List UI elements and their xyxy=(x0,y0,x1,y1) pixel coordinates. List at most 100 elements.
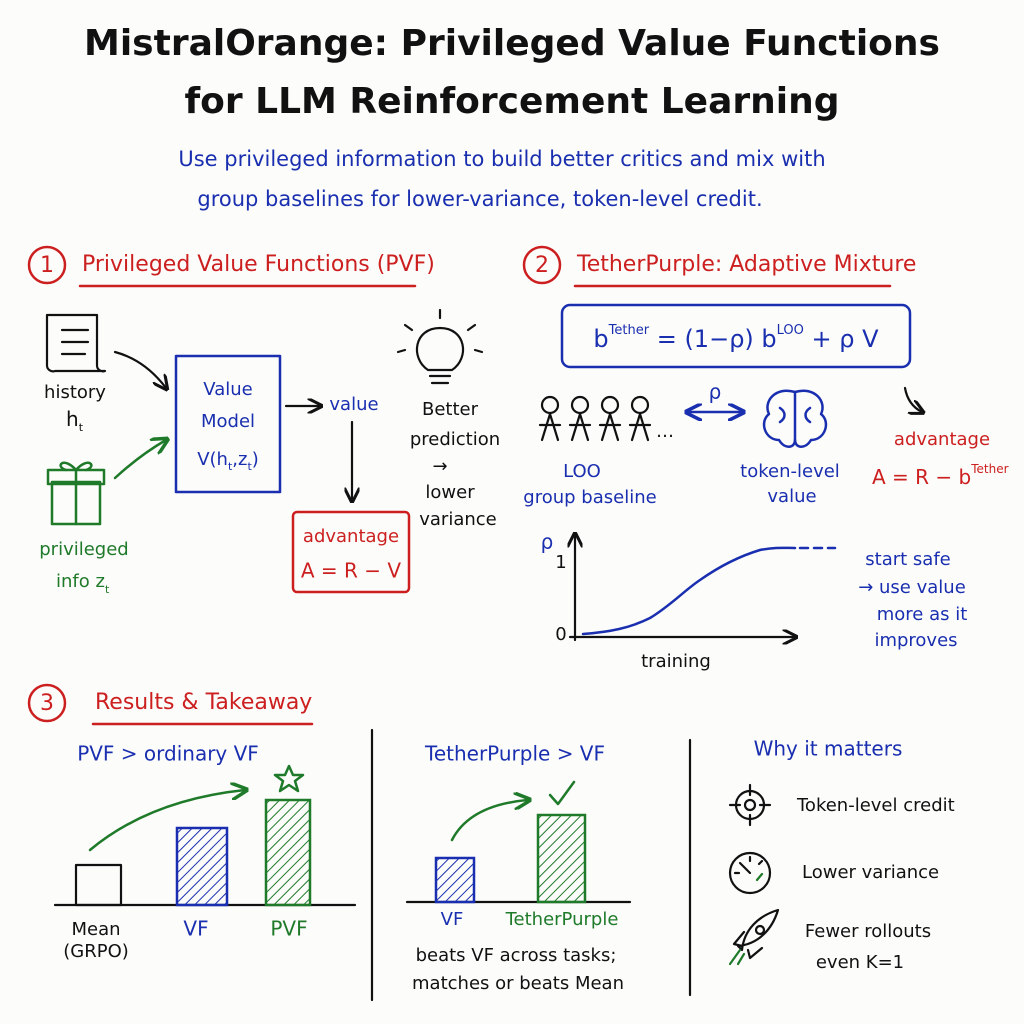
subtitle: group baselines for lower-variance, toke… xyxy=(197,187,762,211)
variable: h xyxy=(66,407,79,431)
section-badge xyxy=(27,683,67,723)
subscript: t xyxy=(247,460,252,473)
note: improves xyxy=(874,630,957,651)
section-badge xyxy=(522,245,562,285)
box-label: advantage xyxy=(303,526,399,547)
note: variance xyxy=(419,509,497,530)
panel-heading: TetherPurple > VF xyxy=(424,742,605,766)
superscript: Tether xyxy=(970,462,1008,476)
bar xyxy=(175,826,229,907)
arrow xyxy=(903,386,922,412)
formula: bTether = (1−ρ) bLOO + ρ V xyxy=(593,323,879,354)
mix-curve xyxy=(581,546,797,636)
box-label: Model xyxy=(201,411,255,432)
mix-symbol: ρ xyxy=(709,380,722,404)
bar-label: PVF xyxy=(270,917,307,941)
value-model-box xyxy=(174,354,282,494)
text: info z xyxy=(56,571,105,592)
subscript: t xyxy=(228,460,233,473)
bulb-icon xyxy=(396,308,484,385)
bar-label: VF xyxy=(183,917,208,941)
section-title: Privileged Value Functions (PVF) xyxy=(82,252,435,277)
brain-icon xyxy=(762,389,828,448)
ellipsis: … xyxy=(656,421,674,442)
advantage-box xyxy=(291,510,411,594)
text: = (1−ρ) b xyxy=(649,325,777,353)
section-number: 3 xyxy=(40,691,54,716)
text: V(h xyxy=(197,449,228,470)
title: MistralOrange: Privileged Value Function… xyxy=(84,23,940,64)
subscript: t xyxy=(105,583,110,596)
section-badge xyxy=(27,245,67,285)
gift-icon xyxy=(46,461,106,526)
section-title: Results & Takeaway xyxy=(95,690,312,715)
bar-label: Mean xyxy=(71,919,120,940)
reason: even K=1 xyxy=(816,952,904,973)
superscript: Tether xyxy=(608,323,650,338)
text: b xyxy=(593,325,608,353)
label: value xyxy=(329,394,378,415)
bar xyxy=(536,813,587,904)
section-title: TetherPurple: Adaptive Mixture xyxy=(576,252,916,277)
text: + ρ V xyxy=(804,325,879,353)
note: lower xyxy=(425,482,475,503)
gauge-icon xyxy=(728,851,772,895)
formula: A = R − bTether xyxy=(872,462,1009,489)
scroll-icon xyxy=(45,313,107,373)
axis-label: training xyxy=(641,651,711,672)
label: token-level xyxy=(740,461,840,482)
panel-heading: PVF > ordinary VF xyxy=(77,742,259,766)
subscript: t xyxy=(79,421,84,434)
superscript: LOO xyxy=(777,323,804,338)
bar-label: VF xyxy=(441,909,464,930)
panel-heading: Why it matters xyxy=(754,737,903,761)
label: group baseline xyxy=(523,487,656,508)
bar xyxy=(434,856,476,904)
box-label: Value xyxy=(203,379,252,400)
axis-tick-label: 0 xyxy=(555,624,566,645)
note: more as it xyxy=(877,604,968,625)
star-icon xyxy=(273,764,305,793)
note: matches or beats Mean xyxy=(412,973,624,994)
box-formula: A = R − V xyxy=(301,559,402,583)
check-icon xyxy=(548,780,576,806)
section-number: 2 xyxy=(535,253,549,278)
note: start safe xyxy=(865,549,950,570)
axis-tick-label: 1 xyxy=(555,552,566,573)
formula-box xyxy=(560,303,912,369)
crosshair-icon xyxy=(728,783,772,827)
box-formula: V(ht,zt) xyxy=(197,449,259,473)
note: prediction xyxy=(410,429,500,450)
reason: Lower variance xyxy=(802,862,939,883)
bar xyxy=(74,863,123,907)
arrow xyxy=(88,790,245,852)
reason: Fewer rollouts xyxy=(805,921,931,942)
text: ) xyxy=(252,449,259,470)
text: A = R − b xyxy=(872,465,971,489)
bar-label: (GRPO) xyxy=(63,941,129,962)
axis-label: ρ xyxy=(541,530,554,554)
title: for LLM Reinforcement Learning xyxy=(185,81,840,122)
note: → xyxy=(432,456,447,477)
label: info zt xyxy=(56,571,110,596)
label: privileged xyxy=(39,539,128,560)
arrow xyxy=(450,800,528,842)
arrow xyxy=(113,350,166,388)
rocket-icon xyxy=(728,908,780,966)
bar-label: TetherPurple xyxy=(505,909,619,930)
note: → use value xyxy=(858,577,966,598)
group-icon xyxy=(538,395,652,442)
subtitle: Use privileged information to build bett… xyxy=(178,147,825,171)
label: value xyxy=(767,486,816,507)
label: advantage xyxy=(894,429,990,450)
arrow xyxy=(113,440,166,480)
label: ht xyxy=(66,407,84,435)
note: Better xyxy=(422,399,479,420)
label: history xyxy=(44,382,106,403)
label: LOO xyxy=(563,461,601,482)
text: ,z xyxy=(232,449,247,470)
section-number: 1 xyxy=(40,253,54,278)
